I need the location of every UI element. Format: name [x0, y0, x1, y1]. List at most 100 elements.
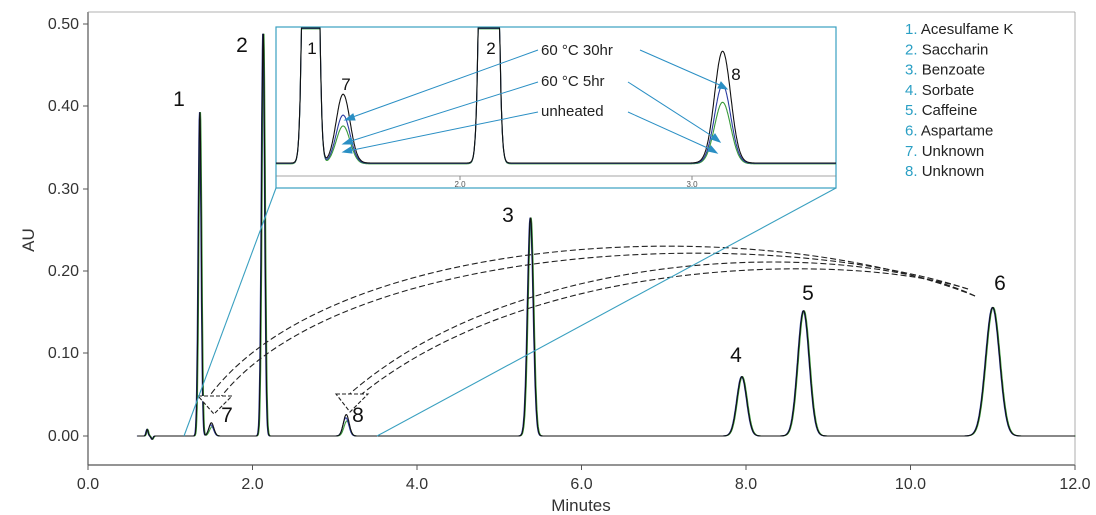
y-tick-4: 0.40 [48, 98, 88, 115]
x-tick-6: 12.0 [1059, 465, 1091, 493]
zoom-connector-right [376, 187, 837, 437]
legend-entry-8: 8. Unknown [905, 163, 984, 180]
curved-arrow-to-peak-8-outer [344, 261, 976, 399]
y-tick-label: 0.20 [48, 263, 79, 280]
inset-peak-label-1: 1 [307, 39, 316, 58]
inset-traces [276, 27, 836, 165]
y-tick-5: 0.50 [48, 16, 88, 33]
legend-number: 2. [905, 41, 922, 58]
x-tick-label: 0.0 [77, 476, 99, 493]
y-tick-0: 0.00 [48, 428, 88, 445]
zoom-connector-left [183, 187, 277, 437]
arrow-30hr-to-7 [349, 49, 539, 119]
legend-name: Saccharin [922, 41, 989, 58]
inset-x-tick-1: 3.0 [686, 176, 698, 189]
legend-name: Unknown [922, 163, 985, 180]
zoom-connectors [183, 187, 837, 437]
inset-peak-label-8: 8 [731, 65, 740, 84]
annotation-60c-30hr: 60 °C 30hr [541, 42, 613, 59]
arrowhead [341, 137, 354, 145]
arrow-heads [196, 393, 370, 415]
y-tick-label: 0.30 [48, 181, 79, 198]
legend-number: 4. [905, 82, 922, 99]
legend-name: Sorbate [922, 82, 975, 99]
legend-name: Aspartame [921, 123, 994, 140]
inset-panel: 2.0 3.0 1 7 2 8 60 °C 30hr 60 °C 5hr unh… [275, 26, 837, 189]
x-tick-4: 8.0 [735, 465, 757, 493]
legend-number: 8. [905, 163, 922, 180]
peak-label-1: 1 [173, 88, 185, 111]
annotation-unheated: unheated [541, 103, 604, 120]
legend-name: Acesulfame K [921, 21, 1014, 38]
y-tick-label: 0.10 [48, 345, 79, 362]
peak-label-2: 2 [236, 34, 248, 57]
x-axis-title: Minutes [551, 496, 611, 515]
arrow-unheated-to-7 [347, 111, 539, 152]
annotation-arrows [341, 49, 729, 154]
x-tick-1: 2.0 [241, 465, 264, 493]
trace-black [137, 33, 1075, 440]
legend-name: Unknown [922, 143, 985, 160]
y-tick-label: 0.40 [48, 98, 79, 115]
degradation-arrows [207, 245, 976, 399]
legend-number: 7. [905, 143, 922, 160]
peak-label-6: 6 [994, 272, 1006, 295]
y-tick-2: 0.20 [48, 263, 88, 280]
x-tick-label: 10.0 [895, 476, 926, 493]
x-tick-label: 8.0 [735, 476, 757, 493]
y-tick-label: 0.50 [48, 16, 79, 33]
legend-number: 6. [905, 123, 921, 140]
arrowhead [710, 133, 722, 143]
inset-x-tick-0: 2.0 [454, 176, 466, 189]
arrow-30hr-to-8 [639, 49, 723, 87]
x-axis: 0.0 2.0 4.0 6.0 8.0 10.0 12.0 Minutes [77, 465, 1091, 515]
arrow-head-peak-7 [196, 395, 234, 415]
arrow-5hr-to-8 [627, 81, 716, 139]
peak-label-3: 3 [502, 204, 514, 227]
x-tick-label: 6.0 [570, 476, 592, 493]
x-tick-label: 2.0 [241, 476, 263, 493]
legend-number: 3. [905, 62, 922, 79]
x-tick-5: 10.0 [895, 465, 926, 493]
traces [136, 33, 1076, 440]
legend-number: 1. [905, 21, 921, 38]
peak-label-8: 8 [352, 404, 364, 427]
curved-arrow-to-peak-7-inner [219, 252, 969, 399]
curved-arrow-to-peak-7-outer [207, 245, 976, 399]
x-tick-2: 4.0 [406, 465, 428, 493]
legend-name: Benzoate [922, 62, 985, 79]
x-tick-label: 12.0 [1059, 476, 1090, 493]
curved-arrow-to-peak-8-inner [356, 268, 969, 399]
arrow-head-peak-8 [334, 393, 370, 413]
inset-trace-black [276, 27, 836, 164]
y-tick-3: 0.30 [48, 181, 88, 198]
arrow-unheated-to-8 [627, 111, 713, 151]
arrowhead [717, 81, 729, 90]
legend-number: 5. [905, 102, 922, 119]
legend-entry-2: 2. Saccharin [905, 41, 988, 58]
inset-tick-label: 2.0 [454, 180, 466, 189]
y-tick-label: 0.00 [48, 428, 79, 445]
arrowhead [341, 146, 353, 154]
legend-entry-3: 3. Benzoate [905, 62, 985, 79]
legend-entry-5: 5. Caffeine [905, 102, 977, 119]
annotation-60c-5hr: 60 °C 5hr [541, 73, 605, 90]
legend-name: Caffeine [922, 102, 978, 119]
legend-entry-4: 4. Sorbate [905, 82, 974, 99]
arrowhead [343, 113, 356, 121]
y-axis: 0.00 0.10 0.20 0.30 0.40 0.50 AU [19, 16, 88, 445]
peak-label-4: 4 [730, 344, 742, 367]
peak-labels: 1 2 3 4 5 6 7 8 [173, 34, 1006, 427]
peak-label-7: 7 [221, 404, 233, 427]
y-axis-title: AU [19, 228, 38, 252]
peak-label-5: 5 [802, 282, 814, 305]
y-tick-1: 0.10 [48, 345, 88, 362]
inset-peak-label-2: 2 [486, 39, 495, 58]
x-tick-0: 0.0 [77, 465, 99, 493]
legend-entry-6: 6. Aspartame [905, 123, 993, 140]
inset-tick-label: 3.0 [686, 180, 698, 189]
legend-entry-7: 7. Unknown [905, 143, 984, 160]
arrowhead [707, 145, 719, 154]
